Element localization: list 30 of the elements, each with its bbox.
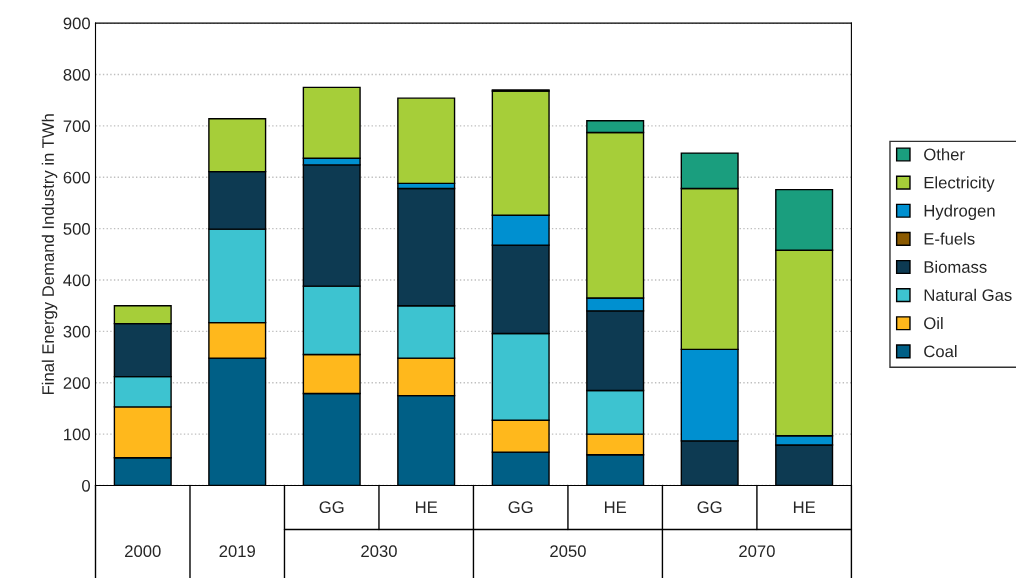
y-tick-label: 600 — [63, 171, 90, 184]
legend-label: Oil — [924, 316, 943, 330]
y-tick-label: 800 — [63, 68, 90, 81]
y-tick-label: 300 — [63, 325, 90, 338]
x-tick-label: GG — [508, 501, 533, 514]
legend-label: Hydrogen — [924, 204, 995, 220]
y-tick-label: 500 — [63, 223, 90, 235]
y-tick-label: 100 — [64, 428, 90, 441]
text: 2000 — [125, 545, 161, 558]
x-tick-label: GG — [319, 501, 344, 514]
text: 2019 — [219, 545, 255, 558]
x-tick-label: HE — [604, 501, 627, 513]
legend-label: Natural Gas — [924, 288, 1012, 302]
legend-label: Biomass — [924, 260, 987, 273]
y-tick-label: 0 — [82, 479, 90, 492]
text: 2050 — [550, 545, 586, 558]
legend-label: Coal — [924, 345, 957, 358]
y-tick-label: 200 — [63, 377, 90, 389]
x-tick-label: HE — [793, 501, 816, 513]
y-tick-label: 400 — [63, 274, 90, 287]
legend-label: Electricity — [924, 176, 995, 192]
x-tick-label: GG — [697, 501, 722, 514]
x-tick-label: HE — [416, 501, 438, 513]
legend-label: E-fuels — [924, 232, 975, 245]
y-tick-label: 700 — [63, 120, 90, 133]
text: 2070 — [739, 545, 775, 558]
y-axis-title: Final Energy Demand Industry in TWh — [41, 114, 58, 395]
text: 2030 — [361, 545, 397, 558]
y-tick-label: 900 — [63, 17, 90, 30]
legend-label: Other — [924, 148, 965, 161]
